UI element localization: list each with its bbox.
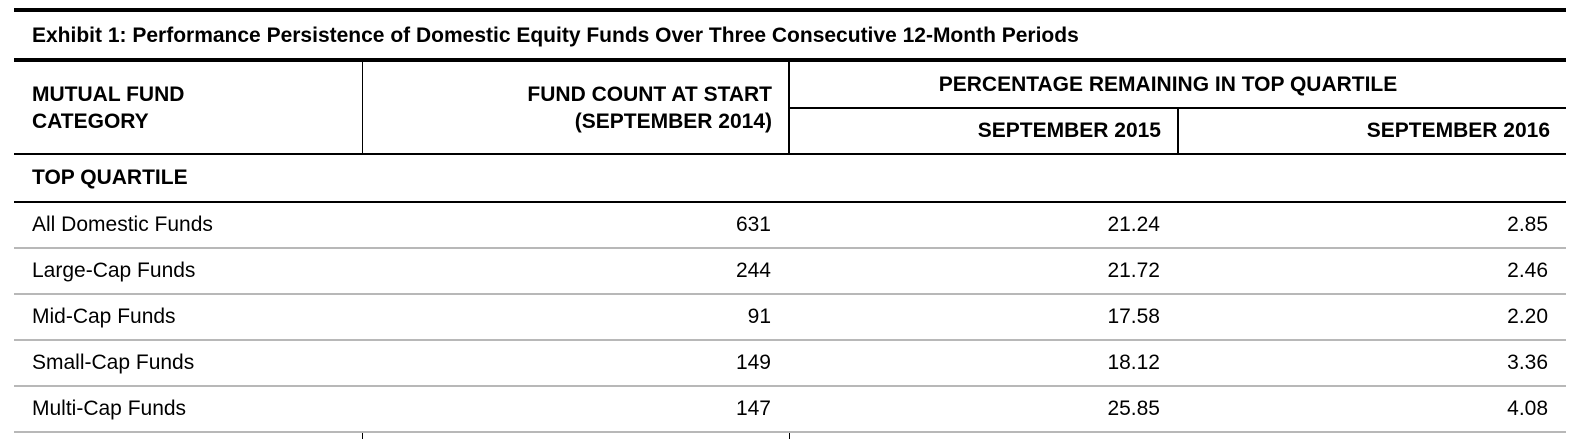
stub-cell [789,431,1178,439]
row-september-2016: 2.85 [1178,202,1567,249]
row-fund-count: 147 [362,386,789,433]
row-fund-count: 149 [362,340,789,387]
row-fund-count: 631 [362,202,789,249]
header-count-line1: FUND COUNT AT START [527,82,772,106]
row-category: All Domestic Funds [14,202,362,249]
row-category: Mid-Cap Funds [14,294,362,341]
header-row-top: MUTUAL FUND CATEGORY FUND COUNT AT START… [14,62,1567,155]
header-category: MUTUAL FUND CATEGORY [14,62,363,155]
row-september-2016: 4.08 [1178,386,1567,433]
header-september-2016: SEPTEMBER 2016 [1178,108,1567,155]
row-category: Multi-Cap Funds [14,386,362,433]
row-september-2015: 17.58 [789,294,1178,341]
table-row: Mid-Cap Funds 91 17.58 2.20 [14,294,1567,341]
row-september-2015: 18.12 [789,340,1178,387]
row-september-2015: 21.72 [789,248,1178,295]
header-percentage-group: PERCENTAGE REMAINING IN TOP QUARTILE [789,62,1567,109]
header-row-bottom: SEPTEMBER 2015 SEPTEMBER 2016 [14,108,1567,155]
header-category-line2: CATEGORY [32,109,149,133]
top-rule [14,8,1566,12]
header-fund-count: FUND COUNT AT START (SEPTEMBER 2014) [362,62,790,155]
table-continuation-stub [14,431,1567,439]
section-row: TOP QUARTILE [14,154,1567,203]
row-september-2015: 21.24 [789,202,1178,249]
exhibit-table-container: Exhibit 1: Performance Persistence of Do… [14,8,1567,439]
row-september-2016: 2.20 [1178,294,1567,341]
section-label: TOP QUARTILE [14,154,1567,203]
header-count-line2: (SEPTEMBER 2014) [574,109,772,133]
row-september-2016: 3.36 [1178,340,1567,387]
table-row: Multi-Cap Funds 147 25.85 4.08 [14,386,1567,433]
row-category: Large-Cap Funds [14,248,362,295]
row-category: Small-Cap Funds [14,340,362,387]
table-row: All Domestic Funds 631 21.24 2.85 [14,202,1567,249]
stub-cell [14,431,363,439]
row-fund-count: 244 [362,248,789,295]
table-row: Large-Cap Funds 244 21.72 2.46 [14,248,1567,295]
header-category-line1: MUTUAL FUND [32,82,185,106]
stub-cell [362,431,790,439]
stub-cell [1178,431,1567,439]
row-september-2015: 25.85 [789,386,1178,433]
row-fund-count: 91 [362,294,789,341]
persistence-table: MUTUAL FUND CATEGORY FUND COUNT AT START… [14,62,1567,439]
row-september-2016: 2.46 [1178,248,1567,295]
header-september-2015: SEPTEMBER 2015 [789,108,1179,155]
table-row: Small-Cap Funds 149 18.12 3.36 [14,340,1567,387]
exhibit-title: Exhibit 1: Performance Persistence of Do… [14,12,1566,62]
